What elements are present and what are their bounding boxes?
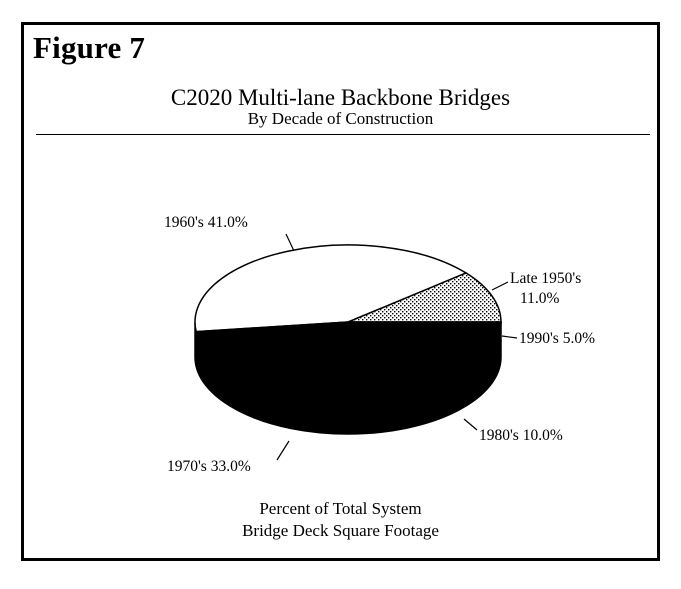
pie-group	[194, 244, 502, 435]
slice-value-late-1950s: 11.0%	[520, 290, 560, 307]
leader-line	[491, 281, 509, 291]
leader-line	[501, 335, 518, 339]
leader-lines	[276, 233, 518, 461]
pie-slice-1970-s	[195, 321, 440, 400]
leader-line	[285, 233, 295, 252]
slice-label-1980s: 1980's 10.0%	[479, 427, 563, 444]
slice-label-1970s: 1970's 33.0%	[167, 458, 251, 475]
leader-line	[463, 418, 478, 431]
pie-slice-1990-s	[347, 321, 502, 347]
slice-label-1960s: 1960's 41.0%	[164, 214, 248, 231]
pie-chart: 1960's 41.0% Late 1950's 11.0% 1990's 5.…	[164, 214, 595, 475]
footnote-line-2: Bridge Deck Square Footage	[242, 521, 439, 540]
footnote-line-1: Percent of Total System	[259, 499, 422, 518]
chart-subtitle: By Decade of Construction	[247, 109, 434, 128]
chart-footnote: Percent of Total System Bridge Deck Squa…	[24, 498, 657, 542]
pie-slice-1960-s	[194, 244, 468, 333]
slice-label-late-1950s: Late 1950's	[510, 270, 581, 287]
pie-slice-late-1950-s	[347, 272, 502, 323]
figure-frame: Figure 7 C2020 Multi-lane Backbone Bridg…	[21, 22, 660, 561]
title-divider	[36, 134, 650, 135]
leader-line	[276, 440, 290, 461]
slice-label-1990s: 1990's 5.0%	[519, 330, 595, 347]
chart-title: C2020 Multi-lane Backbone Bridges	[170, 85, 511, 110]
figure-label: Figure 7	[33, 30, 146, 65]
pie-slice-1980-s	[347, 321, 495, 386]
